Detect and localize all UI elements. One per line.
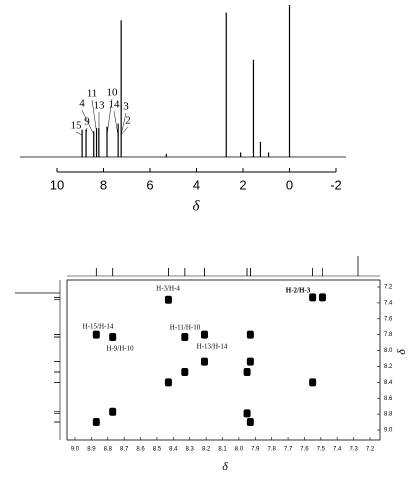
peak-label: 4 [79, 98, 85, 110]
y-axis-label: δ [394, 349, 408, 355]
peak-label: 2 [125, 115, 131, 127]
cross-peak [246, 357, 254, 366]
y-tick-label: 7.8 [384, 332, 393, 338]
peak-label: 15 [71, 120, 83, 132]
x-tick-label: 2 [239, 177, 246, 192]
cross-peak [164, 295, 172, 304]
leader [113, 110, 119, 136]
x-tick-label: 7.6 [300, 447, 309, 453]
cross-peak [246, 418, 254, 427]
annotation: H-15/H-14 [83, 323, 114, 331]
cross-peak [309, 378, 317, 387]
x-tick-label: 8.6 [136, 447, 145, 453]
x-tick-label: 6 [146, 177, 153, 192]
y-tick-label: 8.0 [384, 348, 393, 354]
leader [85, 127, 88, 136]
peak-label: 13 [94, 100, 106, 112]
annotation: H-9/H-10 [106, 345, 134, 353]
x-tick-label: 10 [50, 177, 64, 192]
peak-label: 9 [84, 116, 90, 128]
x-tick-label: 7.9 [251, 447, 260, 453]
x-tick-label: 8.4 [169, 447, 178, 453]
x-tick-label: 7.7 [284, 447, 293, 453]
leader [75, 131, 83, 136]
cross-peak [181, 368, 189, 377]
y-tick-label: 9.0 [384, 428, 393, 434]
cross-peak [318, 293, 326, 302]
cosy-frame [66, 279, 381, 441]
x-tick-label: 8.1 [218, 447, 227, 453]
leader [106, 98, 113, 136]
x-tick-label: 8.8 [104, 447, 113, 453]
peak-label: 14 [109, 99, 121, 111]
x-tick-label: 0 [286, 177, 293, 192]
x-axis-label: δ [193, 198, 201, 214]
x-tick-label: 7.8 [267, 447, 276, 453]
cross-peak [92, 330, 100, 339]
x-tick-label: 7.2 [366, 447, 375, 453]
y-tick-label: 8.6 [384, 396, 393, 402]
cross-peak [181, 333, 189, 342]
cross-peak [92, 418, 100, 427]
x-tick-label: 8.2 [202, 447, 211, 453]
cross-peak [200, 357, 208, 366]
annotation: H-2/H-3 [286, 287, 311, 295]
x-tick-label: 8.3 [186, 447, 195, 453]
y-tick-label: 8.4 [384, 380, 393, 386]
cross-peak [246, 330, 254, 339]
x-tick-label: 8.7 [120, 447, 129, 453]
x-tick-label: 7.5 [317, 447, 326, 453]
y-tick-label: 8.2 [384, 364, 393, 370]
x-axis-label: δ [222, 459, 228, 473]
x-tick-label: 8 [100, 177, 107, 192]
annotation: H-13/H-14 [197, 343, 228, 351]
x-tick-label: 7.4 [333, 447, 342, 453]
y-tick-label: 7.2 [384, 285, 393, 291]
x-tick-label: 7.3 [349, 447, 358, 453]
y-tick-label: 7.6 [384, 316, 393, 322]
leader [120, 112, 127, 136]
leader [120, 126, 129, 136]
cross-peak [243, 409, 251, 418]
peak-label: 10 [107, 87, 119, 99]
cross-peak [164, 378, 172, 387]
cross-peak [109, 407, 117, 416]
x-tick-label: 8.9 [87, 447, 96, 453]
x-tick-label: 4 [193, 177, 200, 192]
peak-label: 11 [87, 88, 98, 100]
annotation: H-11/H-10 [170, 324, 201, 332]
cross-peak [200, 330, 208, 339]
cross-peak [243, 368, 251, 377]
x-tick-label: -2 [330, 177, 342, 192]
x-tick-label: 8.0 [235, 447, 244, 453]
annotation: H-3/H-4 [156, 285, 180, 293]
leader [81, 109, 95, 136]
leader [91, 99, 98, 136]
peak-label: 3 [123, 101, 129, 113]
x-tick-label: 9.0 [71, 447, 80, 453]
cross-peak [109, 333, 117, 342]
y-tick-label: 7.4 [384, 300, 393, 306]
cross-peak [309, 293, 317, 302]
y-tick-label: 8.8 [384, 412, 393, 418]
x-tick-label: 8.5 [153, 447, 162, 453]
